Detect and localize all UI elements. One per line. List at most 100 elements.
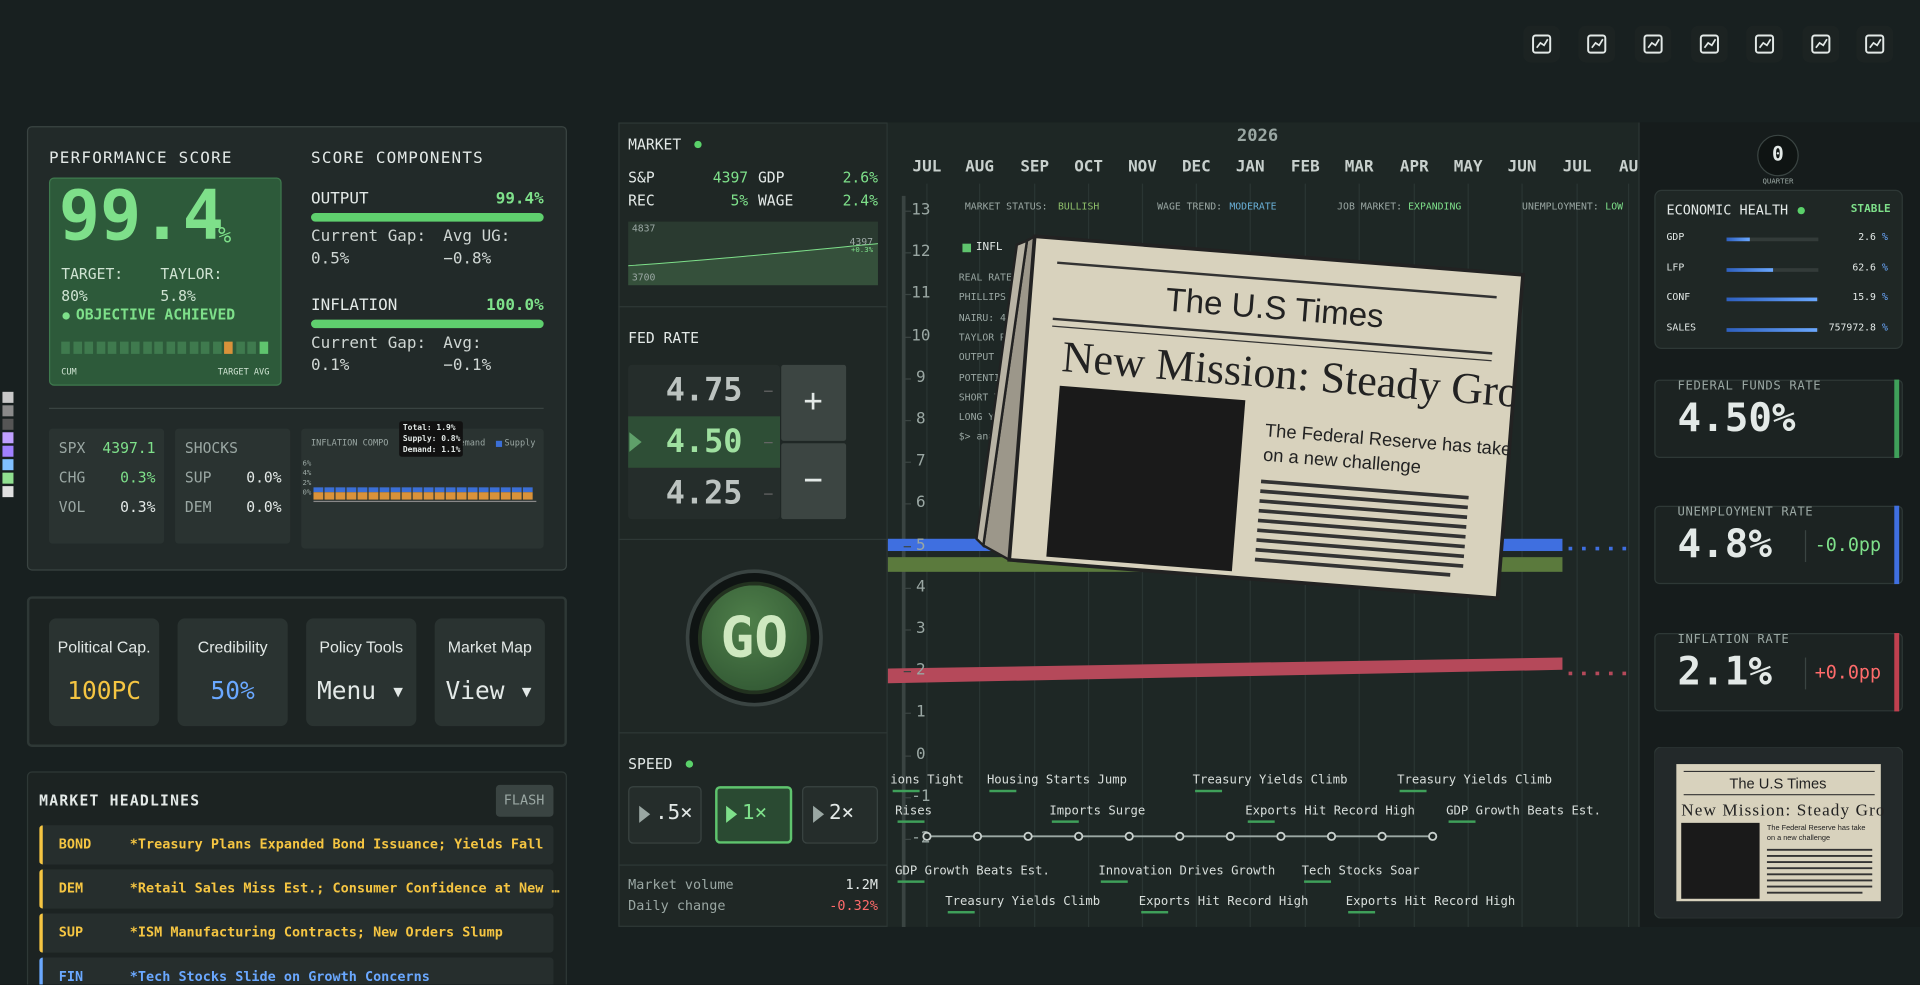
status-dot — [1797, 206, 1805, 215]
change-value: -0.32% — [829, 897, 878, 914]
policy-card[interactable] — [434, 618, 545, 727]
sparkline-area — [628, 243, 878, 286]
avg-label: Avg: — [443, 334, 482, 353]
mini-bar-supply — [335, 487, 346, 493]
rate-option[interactable] — [628, 416, 781, 468]
toolbar-button[interactable] — [1746, 25, 1783, 63]
event-underline — [1448, 820, 1476, 823]
divider — [618, 864, 888, 866]
tick-mark — [903, 796, 912, 799]
palette-swatch — [2, 486, 14, 498]
market-label: WAGE — [757, 192, 794, 210]
spark-label: +0.3% — [850, 246, 874, 255]
shock-label: SUP — [184, 468, 212, 487]
mini-bar-supply — [489, 487, 500, 493]
toolbar-button[interactable] — [1578, 25, 1616, 63]
event-label: Imports Surge — [1049, 804, 1146, 818]
speed-icon — [813, 805, 825, 823]
toolbar-button[interactable] — [1523, 25, 1561, 63]
stat-value: 0.3% — [120, 468, 156, 487]
legend-label: INFL — [975, 241, 1003, 254]
history-cell — [189, 341, 198, 354]
toolbar-button[interactable] — [1634, 25, 1672, 63]
text-lines — [1766, 848, 1873, 894]
tick-mark — [903, 461, 912, 464]
y-tick-label: 4 — [916, 577, 926, 597]
y-tick-label: 12 — [911, 242, 931, 262]
health-fill — [1726, 328, 1817, 332]
increase-button[interactable] — [781, 364, 847, 441]
panel-title: SCORE COMPONENTS — [311, 149, 484, 168]
series-band — [887, 657, 1563, 684]
mini-chart-title: INFLATION COMPO — [311, 438, 389, 449]
palette-swatch — [2, 459, 14, 471]
y-tick-label: 10 — [911, 326, 931, 345]
event-underline — [1304, 880, 1332, 883]
palette-swatch — [2, 445, 14, 457]
rule — [1052, 317, 1493, 355]
rate-value: 4.50 — [665, 423, 743, 461]
policy-card[interactable] — [306, 618, 417, 727]
event-timeline — [922, 831, 1438, 841]
y-tick-label: 7 — [916, 452, 926, 471]
mini-bar-demand — [379, 492, 390, 500]
palette-swatch — [2, 405, 14, 417]
month-label: JUL — [1562, 157, 1592, 177]
event-label: Treasury Yields Climb — [1192, 773, 1348, 788]
timeline-dot — [1326, 831, 1337, 841]
rate-accent — [1894, 505, 1900, 585]
mini-bar-demand — [368, 492, 379, 500]
lede: on a new challenge — [1767, 833, 1830, 842]
mini-bar-supply — [522, 487, 533, 493]
month-label: APR — [1399, 157, 1429, 177]
mini-bar-demand — [445, 492, 456, 500]
history-cell — [247, 341, 256, 354]
history-cell — [235, 341, 245, 354]
rate-separator — [1804, 530, 1807, 563]
analysis-text: NAIRU: 4.0% — [958, 311, 1024, 323]
mini-bar-demand — [313, 492, 324, 500]
divider — [618, 732, 888, 734]
mini-bar-demand — [412, 492, 423, 500]
rate-label: UNEMPLOYMENT RATE — [1677, 505, 1814, 520]
rate-card — [1654, 633, 1903, 712]
tick-mark — [903, 671, 912, 673]
rate-dash — [764, 493, 773, 495]
month-label: DEC — [1181, 157, 1211, 177]
mini-bar-demand — [489, 492, 500, 500]
target-value: 80% — [61, 287, 88, 305]
decrease-button[interactable] — [781, 443, 847, 520]
mini-bar-demand — [346, 492, 357, 500]
divider — [48, 407, 544, 409]
headline-row — [39, 825, 554, 865]
speed-icon — [639, 805, 651, 823]
rate-value: 4.75 — [665, 372, 743, 409]
event-underline — [1195, 789, 1223, 793]
health-fill — [1726, 237, 1750, 242]
history-cell — [200, 341, 210, 354]
market-label: GDP — [757, 168, 785, 187]
mini-bar-demand — [522, 492, 533, 500]
health-value: 62.6 — [1852, 261, 1876, 273]
toolbar-button[interactable] — [1856, 25, 1894, 63]
history-cell — [131, 341, 140, 354]
flash-button[interactable] — [495, 784, 554, 817]
status-label: MARKET STATUS: — [964, 200, 1048, 212]
mini-bar-demand — [500, 492, 511, 500]
status-value: LOW — [1605, 200, 1624, 212]
event-label: Exports Hit Record High — [1345, 895, 1516, 909]
timeline-dot — [1377, 831, 1387, 841]
component-label: INFLATION — [311, 296, 398, 315]
event-underline — [892, 789, 920, 793]
mini-bar-demand — [423, 492, 434, 500]
tick-mark — [903, 252, 912, 254]
rule — [1057, 261, 1497, 299]
rate-separator — [1804, 657, 1807, 690]
speed-label: .5× — [655, 800, 693, 826]
spark-label: 3700 — [631, 271, 656, 283]
toolbar-button[interactable] — [1691, 25, 1728, 63]
y-tick-label: 11 — [911, 284, 931, 303]
toolbar-button[interactable] — [1802, 25, 1840, 63]
score-value: 99.4 — [58, 176, 224, 256]
rate-card — [1654, 505, 1903, 585]
